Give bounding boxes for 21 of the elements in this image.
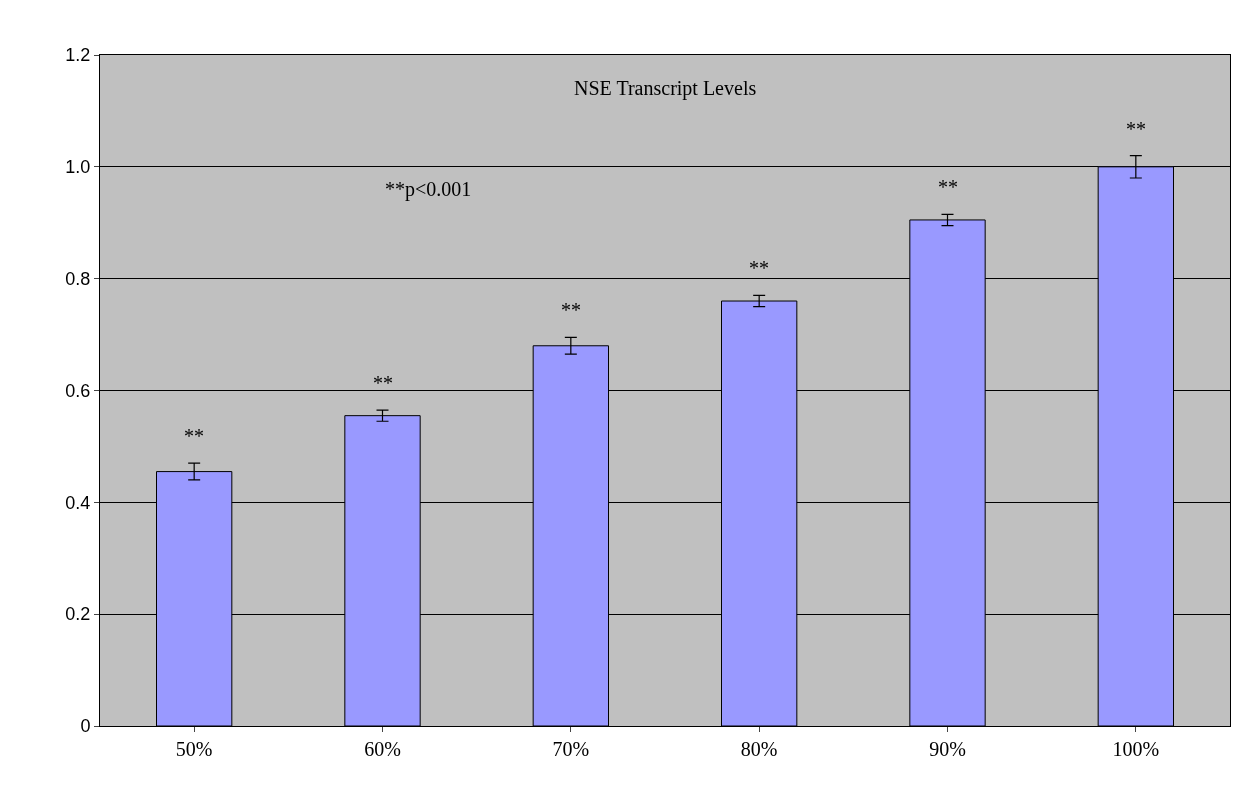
annotation: ** [1126,118,1146,140]
x-tick-label: 60% [364,738,401,760]
annotation: ** [184,425,204,447]
y-tick-label: 0.8 [65,268,91,289]
annotation: ** [749,257,769,279]
x-tick-label: 100% [1112,738,1160,760]
y-tick-label: 0.4 [65,492,91,513]
x-tick-label: 70% [552,738,590,760]
x-tick-label: 90% [929,738,966,760]
annotation: **p<0.001 [385,178,472,201]
x-tick-label: 50% [175,738,213,760]
y-tick-label: 0.2 [65,604,91,625]
y-tick-label: 1.2 [65,45,91,66]
y-tick-label: 0.6 [65,380,91,401]
annotation: ** [938,176,958,198]
y-tick-label: 0 [80,716,91,737]
x-tick-label: 80% [740,738,778,760]
annotation: ** [561,299,581,321]
text: NSE Transcript Levels [574,77,757,100]
y-tick-label: 1.0 [65,157,91,178]
annotation: ** [373,372,393,394]
